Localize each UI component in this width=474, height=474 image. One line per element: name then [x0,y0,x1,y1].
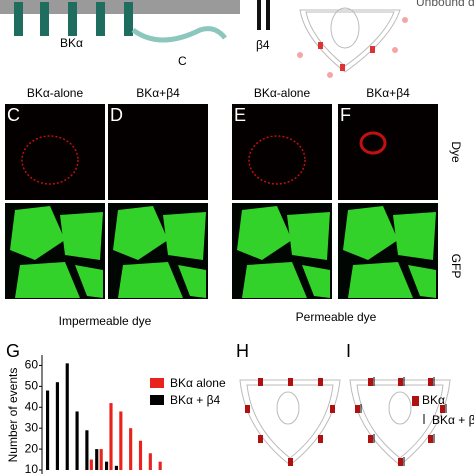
gfp-cell [348,262,413,298]
gfp-cell [242,262,307,298]
legend-swatch [150,395,164,405]
panel-letter: E [234,105,246,125]
legend-label: BKα [422,393,445,407]
bar [105,461,109,470]
bar [138,440,143,470]
bar [89,459,93,470]
c-label: C [178,54,187,68]
membrane-schematic [0,0,270,43]
bar [46,390,50,470]
panel-title: BKα+β4 [366,86,410,100]
dye-signal [248,135,306,185]
bar [148,453,152,470]
group-label: Permeable dye [296,310,377,324]
panel-letter: G [6,341,20,361]
beta-subunits [360,377,447,466]
bar [158,461,162,470]
bar [119,411,123,470]
group-label: Impermeable dye [59,314,152,328]
dye-signal [359,131,387,155]
unbound-label: Unbound dye [416,0,474,9]
dye-image [5,104,105,200]
panel-letter: F [340,105,351,125]
gfp-cell [113,206,168,260]
beta-label: β4 [256,38,270,52]
bar [95,449,99,470]
gfp-cell [178,265,206,298]
bar [129,428,133,470]
panel-letter: D [110,105,123,125]
panel-title: BKα+β4 [136,86,180,100]
bar [85,430,89,470]
panel-title: BKα-alone [254,86,311,100]
dye-dots [297,17,408,78]
panel-title: BKα-alone [27,86,84,100]
dye-image [338,104,438,200]
row-label: GFP [449,254,463,279]
gfp-cell [75,265,103,298]
gfp-cell [10,206,65,260]
gfp-cell [237,206,292,260]
y-tick-label: 30 [25,420,39,434]
legend-swatch [150,378,164,388]
dye-image [108,104,208,200]
gfp-cell [408,265,436,298]
panel-letter: H [236,341,249,361]
bar [55,382,59,470]
bk-label: BKα [60,36,83,50]
gfp-cell [163,212,206,260]
panel-letter: I [346,341,351,361]
legend-label: BKα + β4 [432,413,474,427]
y-axis-label: Number of events [6,368,20,463]
gfp-cell [393,212,436,260]
legend-label: BKα alone [170,376,226,390]
y-tick-label: 50 [25,379,39,393]
gfp-cell [302,265,330,298]
y-tick-label: 40 [25,399,39,413]
bar [99,449,103,470]
bar [114,465,118,470]
y-tick-label: 60 [25,358,39,372]
panel-letter: C [7,105,20,125]
cell-diagram-top [299,7,401,73]
dye-image [232,104,332,200]
bar [109,403,113,470]
gfp-cell [60,212,103,260]
gfp-cell [118,262,183,298]
gfp-cell [287,212,330,260]
y-tick-label: 20 [25,441,39,455]
legend-label: BKα + β4 [170,393,221,407]
dye-signal [21,135,79,185]
bar [75,411,79,470]
gfp-cell [343,206,398,260]
bk-channels [245,378,445,466]
bar [65,363,69,470]
gfp-cell [15,262,80,298]
cell-diagrams [239,379,451,466]
row-label: Dye [449,141,463,163]
channels-top [318,42,375,71]
histogram [46,363,162,470]
y-tick-label: 10 [25,462,39,474]
